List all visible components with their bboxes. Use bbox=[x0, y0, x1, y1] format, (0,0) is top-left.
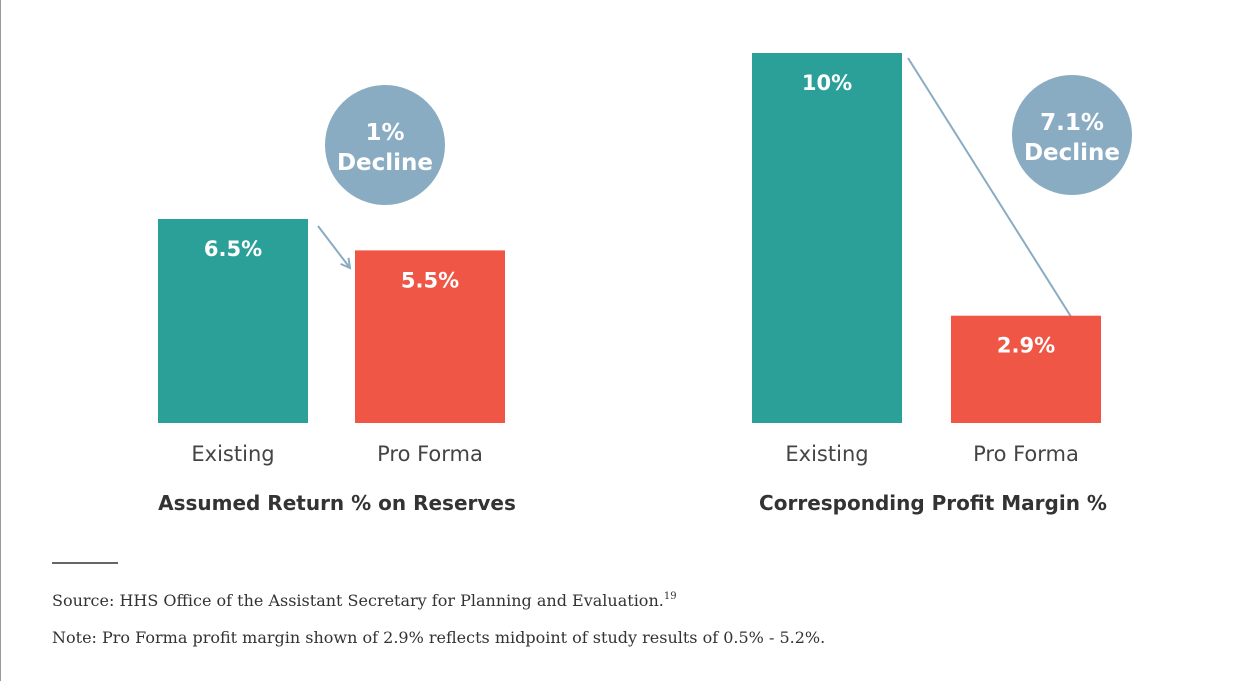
source-text: Source: HHS Office of the Assistant Secr… bbox=[52, 591, 664, 610]
value-label: 5.5% bbox=[401, 268, 459, 292]
chart-title: Assumed Return % on Reserves bbox=[158, 491, 516, 515]
annotation: 1% bbox=[365, 120, 404, 146]
annotation: Decline bbox=[337, 150, 433, 176]
annotation-circle bbox=[1012, 75, 1132, 195]
category-label: Existing bbox=[191, 442, 274, 466]
value-label: 10% bbox=[802, 71, 852, 95]
bar bbox=[951, 315, 1101, 423]
bar bbox=[355, 250, 505, 423]
annotation: Decline bbox=[1024, 140, 1120, 166]
value-label: 2.9% bbox=[997, 334, 1055, 358]
source: Source: HHS Office of the Assistant Secr… bbox=[52, 591, 677, 610]
footnote-marker: 19 bbox=[664, 591, 677, 602]
arrow bbox=[317, 225, 350, 268]
category-label: Pro Forma bbox=[973, 442, 1079, 466]
category-label: Pro Forma bbox=[377, 442, 483, 466]
arrow bbox=[907, 57, 1092, 350]
value-label: 6.5% bbox=[204, 237, 262, 261]
annotation-circle bbox=[325, 85, 445, 205]
chart-title: Corresponding Profit Margin % bbox=[759, 491, 1107, 515]
bar bbox=[158, 219, 308, 423]
category-label: Existing bbox=[785, 442, 868, 466]
note: Note: Pro Forma profit margin shown of 2… bbox=[52, 628, 825, 647]
bar bbox=[752, 53, 902, 423]
annotation: 7.1% bbox=[1040, 110, 1104, 136]
